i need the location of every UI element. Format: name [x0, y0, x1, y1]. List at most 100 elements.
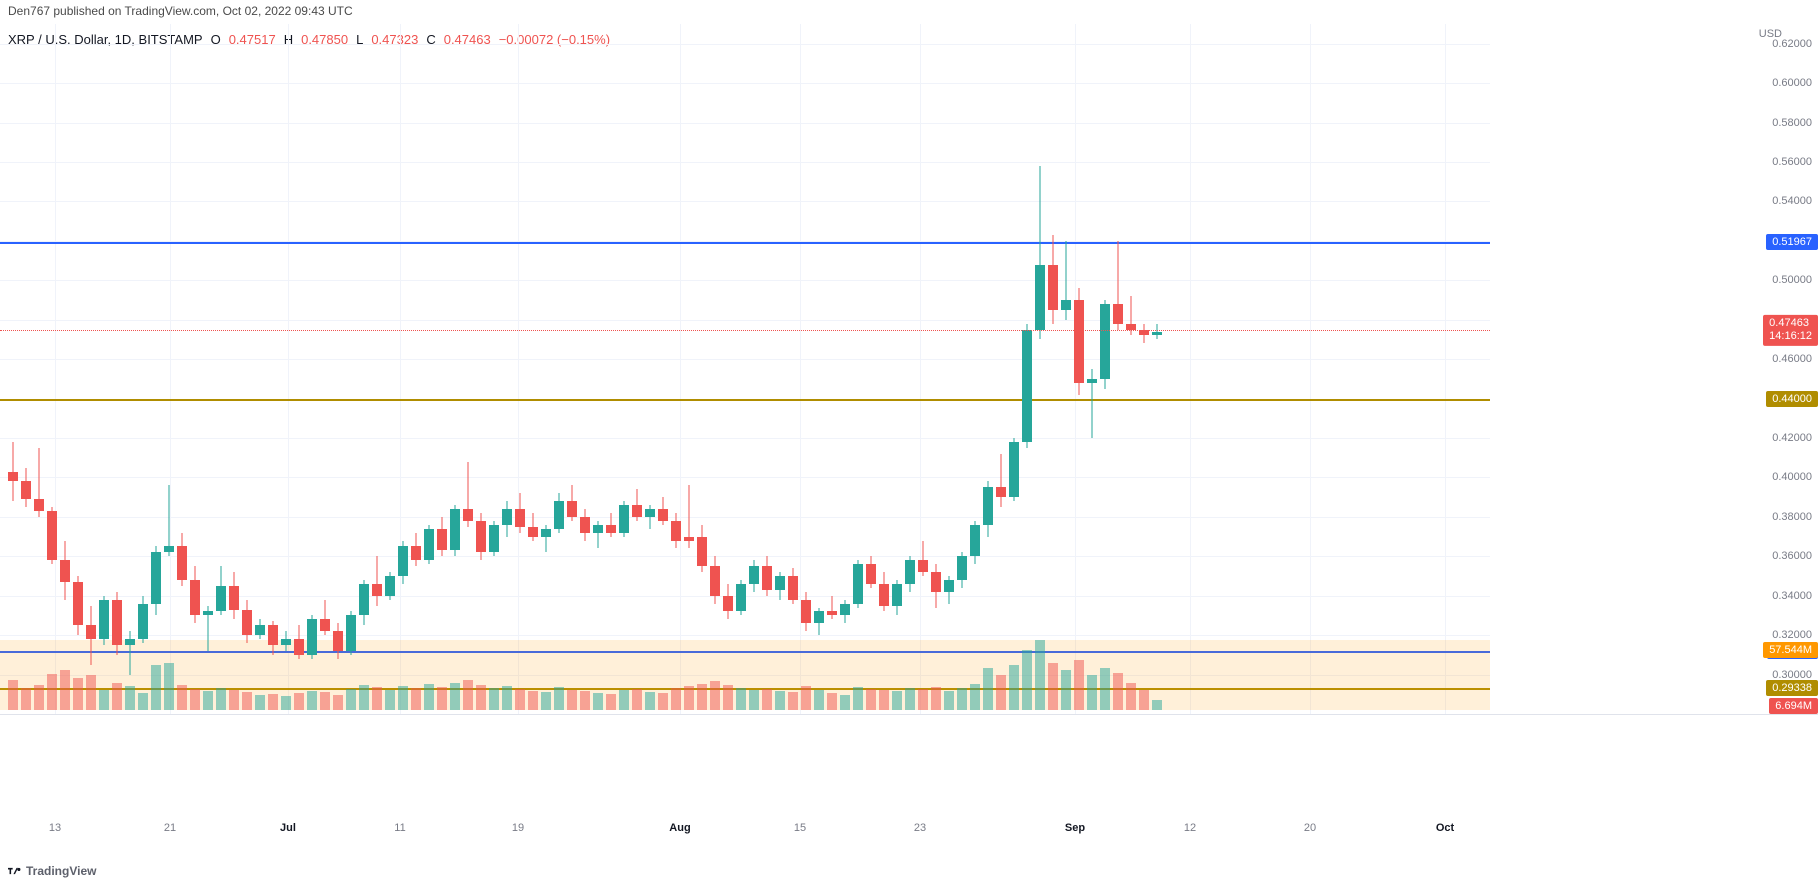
- volume-bar[interactable]: [411, 688, 421, 710]
- volume-bar[interactable]: [866, 689, 876, 710]
- volume-bar[interactable]: [931, 687, 941, 710]
- candle-body: [528, 527, 538, 537]
- volume-bar[interactable]: [424, 684, 434, 710]
- volume-bar[interactable]: [541, 692, 551, 710]
- volume-bar[interactable]: [333, 695, 343, 710]
- volume-bar[interactable]: [151, 665, 161, 710]
- time-axis[interactable]: 1321Jul1119Aug1523Sep1220Oct: [0, 822, 1490, 842]
- volume-bar[interactable]: [1100, 668, 1110, 711]
- volume-bar[interactable]: [957, 688, 967, 710]
- volume-bar[interactable]: [762, 689, 772, 710]
- volume-bar[interactable]: [684, 686, 694, 710]
- volume-bar[interactable]: [853, 687, 863, 710]
- volume-bar[interactable]: [515, 689, 525, 710]
- volume-bar[interactable]: [242, 692, 252, 710]
- volume-bar[interactable]: [528, 691, 538, 710]
- volume-bar[interactable]: [437, 687, 447, 710]
- volume-bar[interactable]: [1152, 700, 1162, 710]
- volume-bar[interactable]: [723, 685, 733, 710]
- volume-bar[interactable]: [320, 692, 330, 710]
- volume-bar[interactable]: [645, 692, 655, 710]
- volume-bar[interactable]: [177, 685, 187, 710]
- volume-bar[interactable]: [840, 695, 850, 710]
- candle-body: [34, 499, 44, 511]
- volume-bar[interactable]: [658, 693, 668, 710]
- volume-bar[interactable]: [281, 696, 291, 710]
- volume-bar[interactable]: [1061, 670, 1071, 710]
- price-tick: 0.58000: [1772, 117, 1812, 129]
- candle-body: [1061, 300, 1071, 310]
- volume-bar[interactable]: [229, 690, 239, 710]
- candle-body: [177, 546, 187, 580]
- volume-bar[interactable]: [21, 688, 31, 711]
- volume-bar[interactable]: [99, 690, 109, 710]
- volume-bar[interactable]: [1009, 665, 1019, 710]
- volume-bar[interactable]: [489, 688, 499, 710]
- volume-bar[interactable]: [827, 693, 837, 710]
- volume-bar[interactable]: [463, 680, 473, 710]
- volume-bar[interactable]: [593, 693, 603, 710]
- volume-bar[interactable]: [1035, 640, 1045, 710]
- volume-bar[interactable]: [632, 689, 642, 710]
- volume-bar[interactable]: [606, 694, 616, 710]
- volume-bar[interactable]: [47, 674, 57, 710]
- volume-bar[interactable]: [1113, 673, 1123, 711]
- volume-bar[interactable]: [554, 687, 564, 710]
- volume-bar[interactable]: [385, 690, 395, 710]
- volume-bar[interactable]: [892, 691, 902, 710]
- volume-bar[interactable]: [749, 690, 759, 710]
- volume-bar[interactable]: [307, 691, 317, 710]
- volume-bar[interactable]: [268, 694, 278, 710]
- volume-bar[interactable]: [619, 690, 629, 710]
- volume-bar[interactable]: [138, 693, 148, 711]
- volume-bar[interactable]: [918, 689, 928, 710]
- candle-body: [242, 610, 252, 636]
- volume-bar[interactable]: [1022, 650, 1032, 710]
- volume-bar[interactable]: [736, 688, 746, 710]
- volume-bar[interactable]: [671, 688, 681, 710]
- volume-bar[interactable]: [203, 691, 213, 710]
- volume-bar[interactable]: [1074, 660, 1084, 710]
- volume-bar[interactable]: [944, 691, 954, 710]
- volume-bar[interactable]: [775, 691, 785, 710]
- volume-bar[interactable]: [125, 686, 135, 710]
- volume-bar[interactable]: [697, 684, 707, 710]
- volume-bar[interactable]: [112, 683, 122, 711]
- volume-bar[interactable]: [983, 668, 993, 711]
- volume-bar[interactable]: [60, 670, 70, 710]
- volume-bar[interactable]: [970, 684, 980, 710]
- volume-bar[interactable]: [216, 688, 226, 710]
- volume-bar[interactable]: [502, 686, 512, 710]
- volume-bar[interactable]: [879, 690, 889, 710]
- volume-bar[interactable]: [398, 686, 408, 710]
- volume-bar[interactable]: [814, 690, 824, 710]
- volume-bar[interactable]: [359, 685, 369, 710]
- volume-bar[interactable]: [450, 683, 460, 711]
- volume-bar[interactable]: [1087, 675, 1097, 710]
- volume-bar[interactable]: [996, 675, 1006, 710]
- volume-bar[interactable]: [801, 686, 811, 710]
- volume-bar[interactable]: [190, 689, 200, 710]
- volume-bar[interactable]: [294, 693, 304, 710]
- volume-bar[interactable]: [346, 689, 356, 710]
- volume-bar[interactable]: [8, 680, 18, 710]
- volume-bar[interactable]: [73, 678, 83, 711]
- volume-bar[interactable]: [788, 692, 798, 710]
- tradingview-watermark[interactable]: TradingView: [8, 864, 96, 878]
- volume-bar[interactable]: [580, 691, 590, 710]
- volume-bar[interactable]: [34, 685, 44, 710]
- volume-bar[interactable]: [476, 685, 486, 710]
- price-axis[interactable]: 0.300000.320000.340000.360000.380000.400…: [1758, 24, 1818, 714]
- volume-bar[interactable]: [164, 663, 174, 711]
- volume-bar[interactable]: [710, 681, 720, 710]
- volume-bar[interactable]: [372, 687, 382, 710]
- volume-bar[interactable]: [255, 695, 265, 710]
- candlestick-chart[interactable]: [0, 24, 1490, 714]
- volume-bar[interactable]: [905, 688, 915, 710]
- volume-bar[interactable]: [1048, 663, 1058, 711]
- volume-bar[interactable]: [1126, 683, 1136, 711]
- volume-bar[interactable]: [86, 675, 96, 710]
- volume-bar[interactable]: [567, 690, 577, 710]
- volume-bar[interactable]: [1139, 690, 1149, 710]
- candle-body: [8, 472, 18, 482]
